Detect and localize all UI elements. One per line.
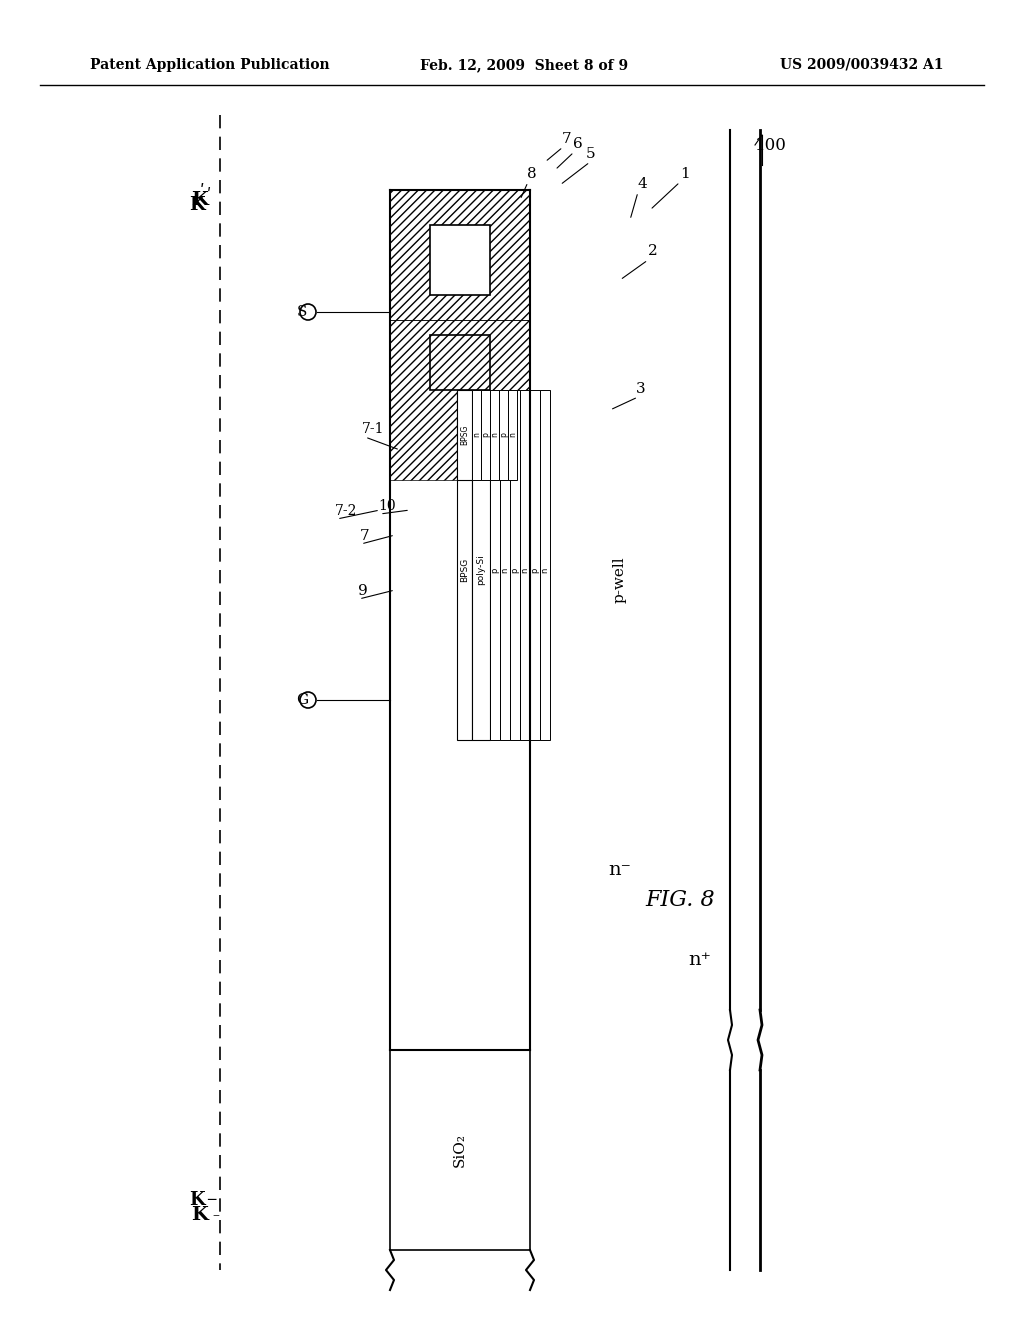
Text: n: n (490, 433, 499, 437)
Bar (457, 389, 472, 741)
Text: K: K (189, 195, 205, 214)
Text: poly-Si: poly-Si (476, 554, 485, 585)
Bar (540, 389, 550, 741)
Text: K: K (191, 191, 209, 209)
Bar (500, 389, 510, 741)
Text: n: n (501, 568, 510, 573)
Bar (499, 389, 508, 480)
Text: p: p (481, 433, 490, 437)
Text: 7: 7 (562, 132, 571, 147)
Text: SiO₂: SiO₂ (453, 1133, 467, 1167)
Bar (390, 319, 530, 480)
Text: 1: 1 (680, 168, 690, 181)
Text: n⁻: n⁻ (608, 861, 632, 879)
Text: p-well: p-well (613, 557, 627, 603)
Bar (430, 224, 490, 294)
Text: ʹ: ʹ (200, 183, 205, 201)
Text: p: p (499, 433, 508, 437)
Text: K: K (189, 1191, 205, 1209)
Text: Feb. 12, 2009  Sheet 8 of 9: Feb. 12, 2009 Sheet 8 of 9 (420, 58, 628, 73)
Text: p: p (511, 568, 519, 573)
Bar (530, 389, 540, 741)
Text: n⁺: n⁺ (688, 950, 712, 969)
Text: 10: 10 (378, 499, 395, 513)
Text: ʹ: ʹ (207, 187, 211, 202)
Text: 3: 3 (636, 381, 645, 396)
Text: BPSG: BPSG (460, 425, 469, 445)
Bar (472, 389, 481, 480)
Text: 8: 8 (527, 168, 537, 181)
Text: BPSG: BPSG (460, 558, 469, 582)
Text: G: G (296, 693, 308, 708)
Text: 7-2: 7-2 (335, 504, 357, 517)
Text: FIG. 8: FIG. 8 (645, 888, 715, 911)
Text: p: p (490, 568, 500, 573)
Text: n: n (520, 568, 529, 573)
Text: n: n (472, 433, 481, 437)
Text: p: p (530, 568, 540, 573)
Text: –: – (212, 1208, 219, 1222)
Text: 6: 6 (573, 137, 583, 150)
Bar (457, 389, 472, 480)
Bar (490, 389, 499, 480)
Bar (481, 389, 490, 480)
Text: n: n (508, 433, 517, 437)
Text: ─: ─ (207, 1193, 215, 1206)
Text: 7: 7 (360, 529, 370, 543)
Bar (508, 389, 517, 480)
Bar (390, 1049, 530, 1250)
Text: 5: 5 (586, 147, 596, 161)
Bar (390, 190, 530, 319)
Text: 2: 2 (648, 244, 657, 257)
Text: 100: 100 (755, 136, 786, 153)
Text: Patent Application Publication: Patent Application Publication (90, 58, 330, 73)
Text: US 2009/0039432 A1: US 2009/0039432 A1 (780, 58, 943, 73)
Bar (490, 389, 500, 741)
Text: K: K (191, 1206, 209, 1224)
Text: 7-1: 7-1 (362, 422, 384, 436)
Bar (430, 335, 490, 389)
Bar (472, 389, 490, 741)
Bar (510, 389, 520, 741)
Bar (520, 389, 530, 741)
Text: n: n (541, 568, 550, 573)
Text: 4: 4 (638, 177, 648, 191)
Text: 9: 9 (358, 583, 368, 598)
Text: S: S (297, 305, 307, 319)
